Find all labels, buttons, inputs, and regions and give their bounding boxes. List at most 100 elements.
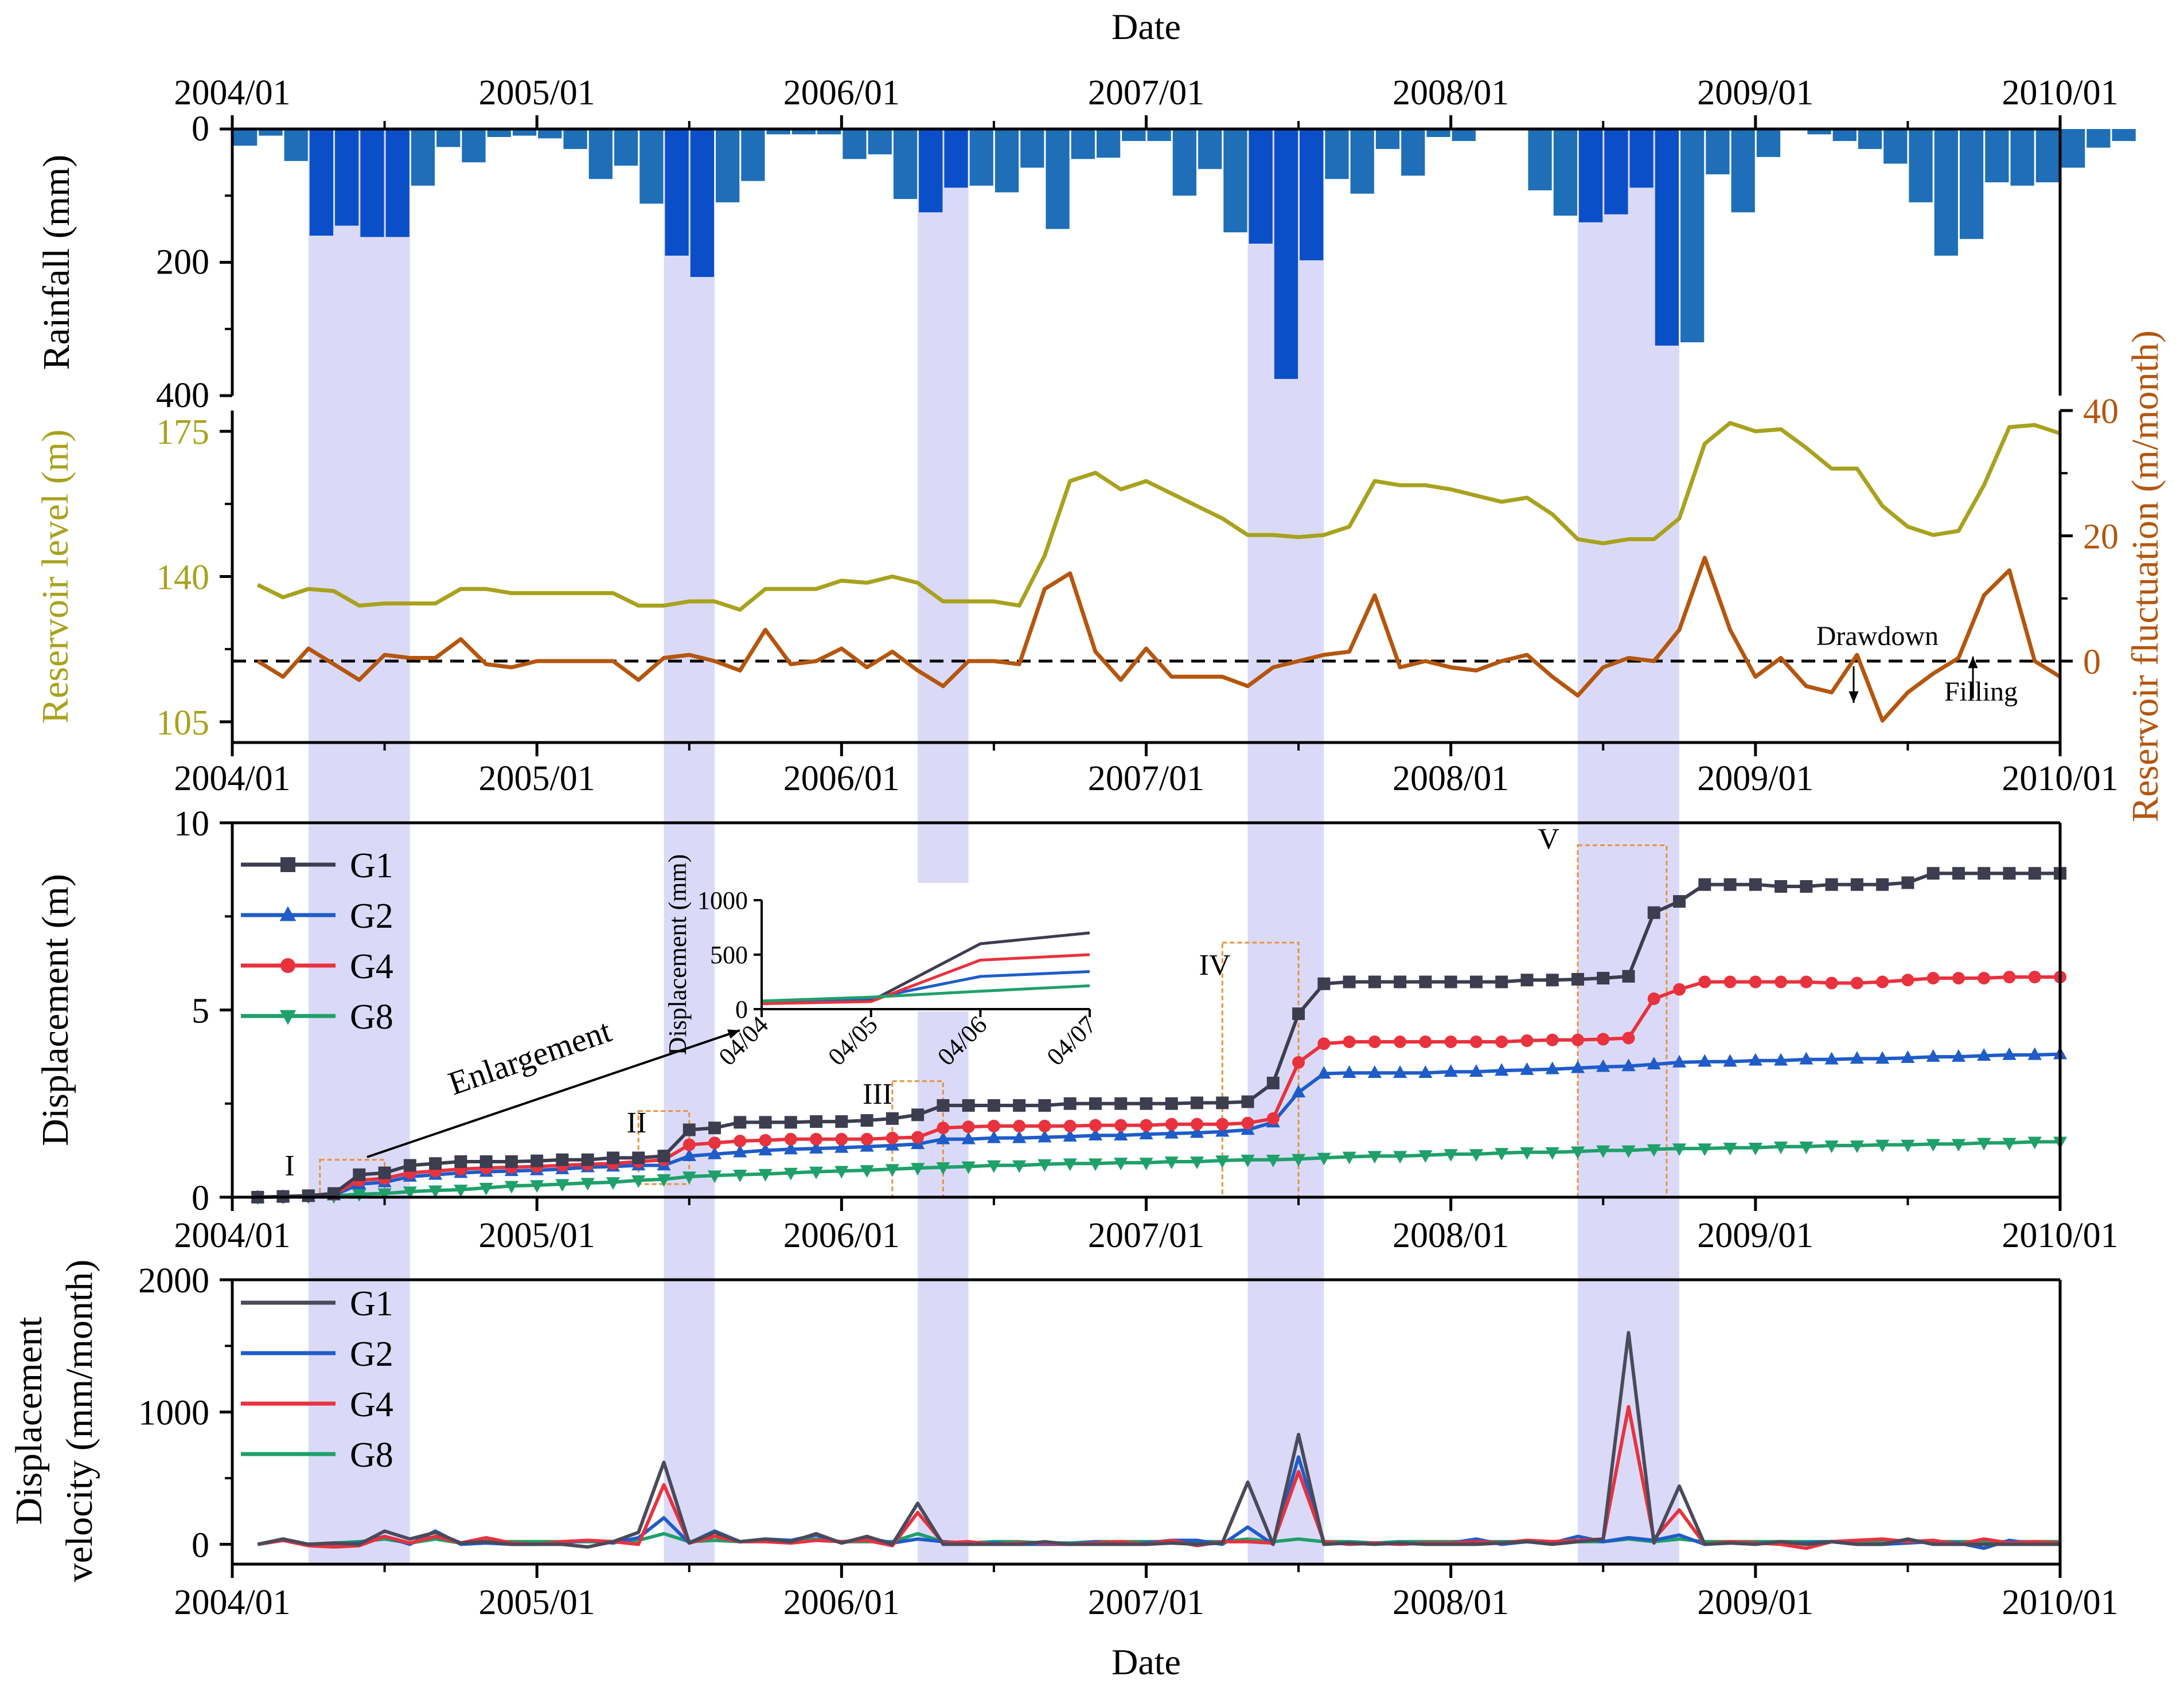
rainfall-bar xyxy=(1680,129,1705,342)
enlargement-label: Enlargement xyxy=(443,1012,615,1103)
rainfall-bar xyxy=(1807,129,1831,135)
displacement-y-tick-label: 0 xyxy=(192,1179,209,1218)
velocity-y-label-line1: Displacement xyxy=(8,1317,50,1525)
displacement-point-G1 xyxy=(1520,974,1534,987)
rainfall-bar xyxy=(1604,129,1628,214)
rainfall-bar xyxy=(2010,129,2034,186)
displacement-point-G1 xyxy=(911,1108,925,1122)
velocity-legend-label-G1: G1 xyxy=(350,1284,393,1323)
velocity-x-axis-tick-label: 2005/01 xyxy=(479,1583,595,1622)
velocity-line-G4 xyxy=(257,1405,2061,1550)
displacement-point-G8 xyxy=(580,1178,595,1191)
displacement-point-G1 xyxy=(1876,878,1889,891)
displacement-point-G2 xyxy=(1190,1125,1204,1138)
velocity-y-tick-label: 0 xyxy=(192,1526,209,1565)
displacement-point-G2 xyxy=(707,1146,722,1159)
top-x-axis-tick-label: 2005/01 xyxy=(479,73,595,112)
displacement-point-G2 xyxy=(783,1142,798,1155)
displacement-point-G2 xyxy=(1063,1129,1077,1142)
displacement-point-G2 xyxy=(936,1131,950,1144)
displacement-point-G1 xyxy=(1038,1099,1051,1112)
rainfall-bar xyxy=(462,129,486,163)
displacement-point-G2 xyxy=(1621,1058,1636,1072)
displacement-point-G1 xyxy=(353,1168,366,1181)
displacement-point-G1 xyxy=(734,1116,747,1129)
displacement-point-G2 xyxy=(1773,1053,1788,1066)
bottom-x-axis-title: Date xyxy=(1112,1642,1181,1682)
rainfall-bar xyxy=(843,129,867,159)
rainfall-y-label: Rainfall (mm) xyxy=(36,155,77,370)
velocity-y-tick-label: 2000 xyxy=(138,1261,209,1300)
displacement-point-G1 xyxy=(1978,867,1991,880)
displacement-point-G8 xyxy=(1824,1140,1839,1154)
rainfall-bar xyxy=(994,129,1019,193)
displacement-point-G4 xyxy=(1368,1036,1381,1049)
rainfall-bar xyxy=(588,129,613,179)
reservoir-x-axis-tick-label: 2006/01 xyxy=(783,759,900,798)
highlight-band-1 xyxy=(308,129,410,1564)
velocity-line-G1 xyxy=(257,1331,2060,1549)
drawdown-arrow-head xyxy=(1848,691,1859,703)
displacement-point-G8 xyxy=(1570,1146,1585,1159)
displacement-point-G1 xyxy=(302,1189,315,1202)
displacement-point-G1 xyxy=(1673,895,1686,908)
displacement-point-G2 xyxy=(1012,1130,1027,1143)
displacement-point-G4 xyxy=(1876,975,1889,988)
velocity-x-axis-tick-label: 2006/01 xyxy=(783,1583,900,1622)
rainfall-bar xyxy=(1629,129,1653,188)
stage-label-1: I xyxy=(284,1150,294,1182)
rainfall-bar xyxy=(639,129,664,204)
velocity-line-G2 xyxy=(257,1455,2061,1550)
reservoir-y-tick-label: 105 xyxy=(156,704,209,743)
displacement-point-G8 xyxy=(631,1175,646,1188)
displacement-point-G1 xyxy=(2028,867,2041,880)
legend-label-G8: G8 xyxy=(350,998,393,1037)
reservoir-y-tick-label: 140 xyxy=(156,558,209,597)
rainfall-bar xyxy=(1553,129,1577,216)
rainfall-bar xyxy=(1147,129,1171,141)
displacement-point-G1 xyxy=(454,1155,467,1168)
displacement-point-G4 xyxy=(886,1131,899,1144)
top-x-axis-tick-label: 2006/01 xyxy=(783,73,900,112)
rainfall-bar xyxy=(1528,129,1552,190)
displacement-point-G4 xyxy=(911,1131,925,1144)
displacement-point-G2 xyxy=(1088,1128,1103,1141)
reservoir-y2-tick-label: 0 xyxy=(2083,643,2101,682)
reservoir-x-axis-tick-label: 2008/01 xyxy=(1393,759,1509,798)
displacement-point-G8 xyxy=(707,1170,722,1183)
rainfall-bar xyxy=(1706,129,1730,175)
velocity-x-axis-tick-label: 2007/01 xyxy=(1088,1583,1204,1622)
displacement-point-G1 xyxy=(1241,1095,1254,1108)
displacement-point-G2 xyxy=(1418,1065,1433,1079)
displacement-point-G4 xyxy=(860,1132,873,1146)
rainfall-bar xyxy=(665,129,689,256)
enlargement-arrow-shaft xyxy=(366,1029,740,1158)
displacement-point-G8 xyxy=(1444,1149,1458,1162)
displacement-point-G1 xyxy=(759,1116,772,1129)
rainfall-bar xyxy=(1655,129,1679,346)
displacement-point-G4 xyxy=(1546,1033,1559,1046)
displacement-point-G4 xyxy=(2003,971,2016,984)
displacement-point-G1 xyxy=(657,1150,670,1163)
displacement-point-G1 xyxy=(505,1155,518,1168)
displacement-point-G1 xyxy=(429,1157,442,1170)
rainfall-bar xyxy=(259,129,283,136)
displacement-point-G1 xyxy=(1723,878,1737,891)
rainfall-bar xyxy=(411,129,435,186)
displacement-point-G2 xyxy=(1495,1063,1509,1076)
displacement-point-G4 xyxy=(1343,1036,1356,1049)
displacement-point-G1 xyxy=(1774,880,1788,893)
displacement-point-G8 xyxy=(1977,1138,1991,1151)
rainfall-bar xyxy=(868,129,892,155)
reservoir-x-axis-tick-label: 2009/01 xyxy=(1697,759,1813,798)
rainfall-bar xyxy=(284,129,308,161)
displacement-point-G4 xyxy=(2028,971,2041,984)
displacement-point-G4 xyxy=(1165,1117,1178,1131)
displacement-point-G1 xyxy=(1800,880,1813,893)
rainfall-bar xyxy=(2035,129,2060,182)
displacement-point-G1 xyxy=(1317,977,1331,990)
displacement-point-G4 xyxy=(1952,971,1965,984)
displacement-point-G8 xyxy=(555,1179,570,1192)
rainfall-bar xyxy=(1858,129,1882,149)
